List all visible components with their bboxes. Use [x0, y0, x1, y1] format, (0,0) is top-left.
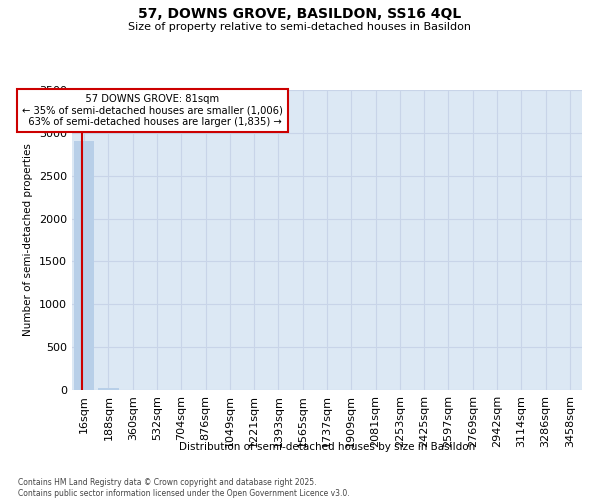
Text: Contains HM Land Registry data © Crown copyright and database right 2025.
Contai: Contains HM Land Registry data © Crown c…	[18, 478, 350, 498]
Bar	[98, 388, 119, 390]
Text: Size of property relative to semi-detached houses in Basildon: Size of property relative to semi-detach…	[128, 22, 472, 32]
Bar	[74, 142, 94, 390]
Y-axis label: Number of semi-detached properties: Number of semi-detached properties	[23, 144, 34, 336]
Text: 57, DOWNS GROVE, BASILDON, SS16 4QL: 57, DOWNS GROVE, BASILDON, SS16 4QL	[139, 8, 461, 22]
Text: Distribution of semi-detached houses by size in Basildon: Distribution of semi-detached houses by …	[179, 442, 475, 452]
Text: 57 DOWNS GROVE: 81sqm   
← 35% of semi-detached houses are smaller (1,006)
  63%: 57 DOWNS GROVE: 81sqm ← 35% of semi-deta…	[22, 94, 283, 127]
